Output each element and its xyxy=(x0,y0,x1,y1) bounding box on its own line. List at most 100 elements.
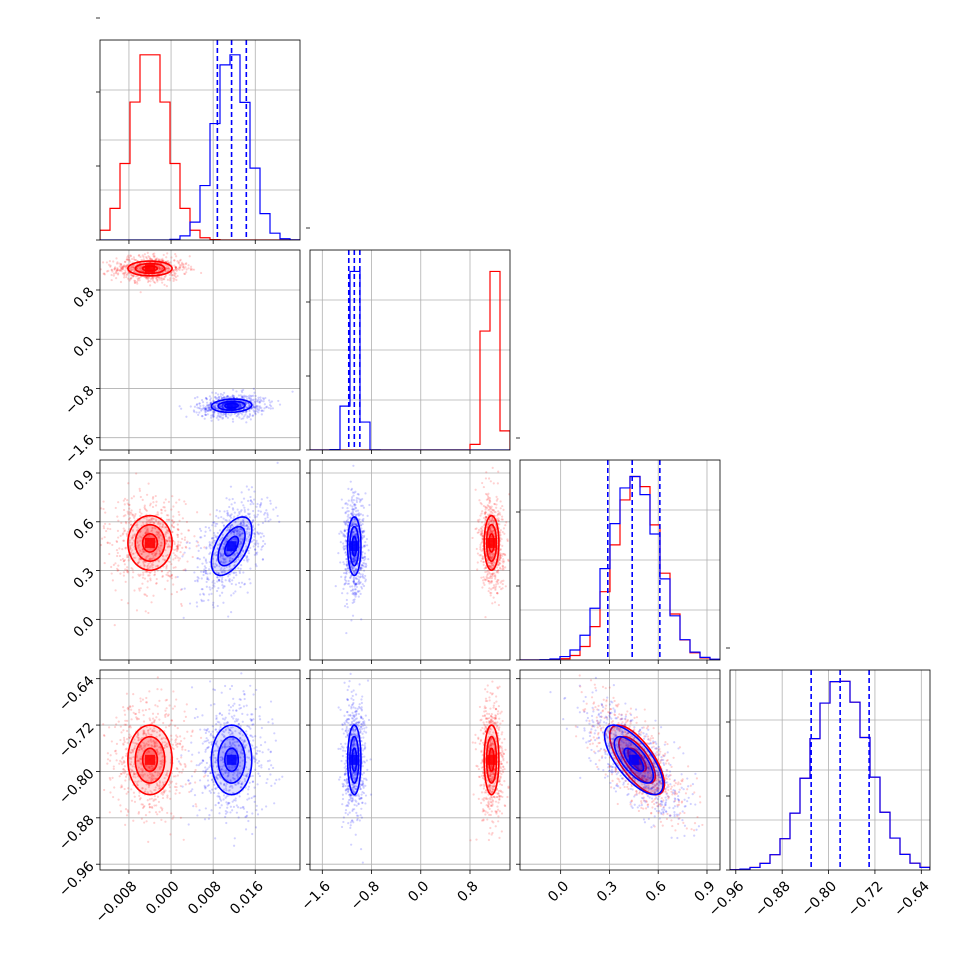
sample-point xyxy=(122,736,126,739)
sample-point xyxy=(486,513,490,516)
sample-point xyxy=(488,561,491,564)
sample-point xyxy=(493,502,496,506)
sample-point xyxy=(208,541,211,544)
sample-point xyxy=(132,556,135,559)
sample-point xyxy=(164,274,168,277)
sample-point xyxy=(127,790,130,794)
sample-point xyxy=(151,712,155,715)
sample-point xyxy=(494,574,497,577)
sample-point xyxy=(343,535,346,538)
sample-point xyxy=(148,733,151,736)
sample-point xyxy=(157,258,160,261)
sample-point xyxy=(255,408,258,411)
sample-point xyxy=(342,587,345,590)
sample-point xyxy=(246,527,249,530)
sample-point xyxy=(364,557,367,560)
sample-point xyxy=(254,413,257,416)
sample-point xyxy=(154,788,157,792)
sample-point xyxy=(112,767,115,770)
sample-point xyxy=(489,552,492,555)
sample-point xyxy=(150,276,153,280)
sample-point xyxy=(347,487,350,490)
sample-point xyxy=(352,559,355,563)
sample-point xyxy=(487,522,490,525)
sample-point xyxy=(204,410,207,413)
sample-point xyxy=(164,726,168,729)
sample-point xyxy=(184,568,187,571)
sample-point xyxy=(241,395,244,398)
sample-point xyxy=(210,592,213,595)
sample-point xyxy=(148,803,151,806)
sample-point xyxy=(121,533,124,536)
sample-point xyxy=(172,583,175,586)
sample-point xyxy=(126,272,130,275)
sample-point xyxy=(191,729,194,732)
sample-point xyxy=(129,544,132,547)
sample-point xyxy=(141,774,145,777)
sample-point xyxy=(141,806,145,810)
sample-point xyxy=(351,514,354,517)
sample-point xyxy=(267,520,270,523)
sample-point xyxy=(174,576,177,579)
sample-point xyxy=(345,521,348,525)
sample-point xyxy=(166,571,169,574)
sample-point xyxy=(176,735,179,739)
sample-point xyxy=(245,406,249,409)
sample-point xyxy=(156,771,160,774)
sample-point xyxy=(168,261,171,264)
sample-point xyxy=(140,747,143,750)
sample-point xyxy=(224,558,227,561)
sample-point xyxy=(119,263,123,266)
sample-point xyxy=(161,259,164,262)
sample-point xyxy=(241,521,245,524)
sample-point xyxy=(485,570,489,573)
sample-point xyxy=(180,264,183,267)
sample-point xyxy=(360,618,363,621)
sample-point xyxy=(161,281,164,284)
sample-point xyxy=(214,404,217,408)
sample-point xyxy=(156,533,159,537)
sample-point xyxy=(262,540,265,543)
sample-point xyxy=(176,726,179,730)
sample-point xyxy=(204,406,207,409)
sample-point xyxy=(344,540,347,543)
sample-point xyxy=(476,531,479,534)
sample-point xyxy=(184,569,187,572)
sample-point xyxy=(498,531,502,534)
sample-point xyxy=(143,565,146,568)
sample-point xyxy=(488,477,491,480)
sample-point xyxy=(149,557,152,560)
sample-point xyxy=(351,505,354,508)
sample-point xyxy=(252,394,255,397)
sample-point xyxy=(497,578,500,582)
sample-point xyxy=(185,271,188,274)
sample-point xyxy=(189,405,192,408)
sample-point xyxy=(192,409,195,412)
sample-point xyxy=(352,580,355,583)
sample-point xyxy=(131,749,135,753)
sample-point xyxy=(150,805,153,809)
sample-point xyxy=(502,508,505,511)
sample-point xyxy=(253,490,256,493)
sample-point xyxy=(251,519,255,522)
sample-point xyxy=(354,583,357,586)
sample-point xyxy=(353,556,356,559)
sample-point xyxy=(103,788,106,792)
sample-point xyxy=(132,773,135,776)
sample-point xyxy=(248,415,251,419)
sample-point xyxy=(245,397,249,401)
sample-point xyxy=(493,601,497,604)
density-peak xyxy=(226,541,237,552)
sample-point xyxy=(145,570,149,574)
sample-point xyxy=(216,580,219,583)
sample-point xyxy=(362,519,365,523)
sample-point xyxy=(132,274,135,277)
sample-point xyxy=(490,556,493,559)
sample-point xyxy=(485,575,488,579)
sample-point xyxy=(209,409,213,412)
sample-point xyxy=(176,533,179,536)
sample-point xyxy=(353,518,356,521)
sample-point xyxy=(264,396,267,400)
sample-point xyxy=(119,572,122,575)
sample-point xyxy=(212,606,215,609)
